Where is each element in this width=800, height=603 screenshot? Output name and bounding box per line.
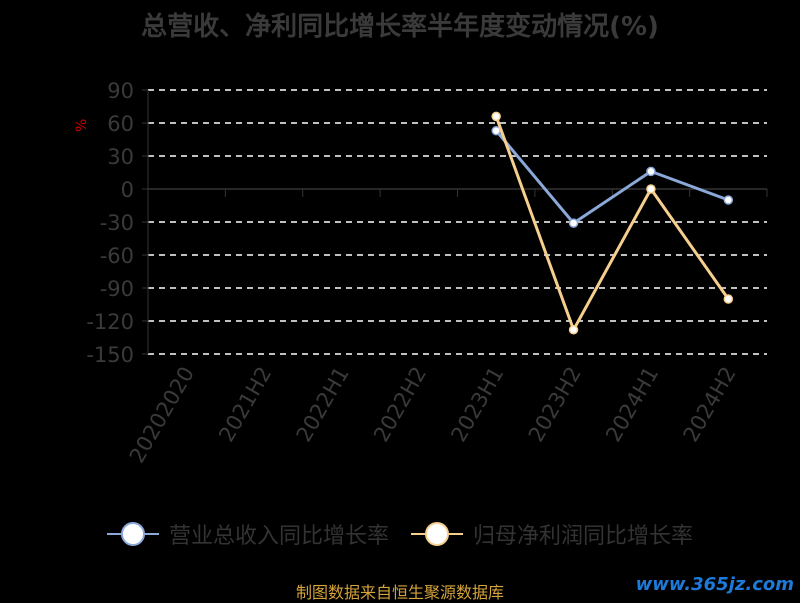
y-tick-label: -120 — [86, 310, 134, 334]
data-point-revenue — [568, 218, 579, 228]
y-tick-label: 90 — [107, 79, 134, 103]
x-tick-label: 2023H1 — [446, 363, 508, 447]
data-point-net-profit — [723, 294, 734, 304]
x-tick-label: 2022H2 — [369, 363, 431, 447]
series-line-revenue — [495, 129, 729, 226]
y-tick-label: -30 — [100, 211, 134, 235]
y-tick-label: 60 — [107, 112, 134, 136]
x-tick-label: 2023H2 — [524, 363, 586, 447]
data-point-net-profit — [646, 184, 656, 194]
x-tick-label: 2024H1 — [601, 363, 663, 447]
x-tick-label: 2024H2 — [679, 363, 741, 447]
legend-item-net-profit[interactable]: 归母净利润同比增长率 — [411, 518, 693, 550]
legend-item-revenue[interactable]: 营业总收入同比增长率 — [106, 518, 389, 550]
x-tick-label: 2021H2 — [214, 363, 276, 447]
series-line-net-profit — [494, 115, 730, 334]
y-tick-label: -60 — [100, 244, 134, 268]
data-point-net-profit — [491, 111, 501, 122]
y-tick-label: 30 — [107, 145, 134, 169]
x-tick-label: 20202020 — [125, 363, 199, 468]
x-tick-label: 2022H1 — [292, 363, 354, 447]
y-tick-label: -90 — [100, 277, 134, 301]
legend-marker-net-profit — [411, 521, 463, 547]
y-tick-label: 0 — [121, 178, 134, 202]
chart-title: 总营收、净利同比增长率半年度变动情况(%) — [141, 12, 659, 42]
data-point-revenue — [646, 166, 656, 177]
data-point-revenue — [723, 195, 734, 205]
legend-label-net-profit: 归母净利润同比增长率 — [473, 524, 694, 549]
y-tick-label: -150 — [86, 343, 134, 367]
data-point-net-profit — [568, 325, 579, 335]
watermark: www.365jz.com — [635, 574, 794, 595]
legend: 营业总收入同比增长率 归母净利润同比增长率 — [0, 518, 800, 550]
data-source-note: 制图数据来自恒生聚源数据库 — [295, 583, 504, 602]
legend-label-revenue: 营业总收入同比增长率 — [168, 524, 389, 549]
legend-marker-revenue — [106, 521, 159, 547]
